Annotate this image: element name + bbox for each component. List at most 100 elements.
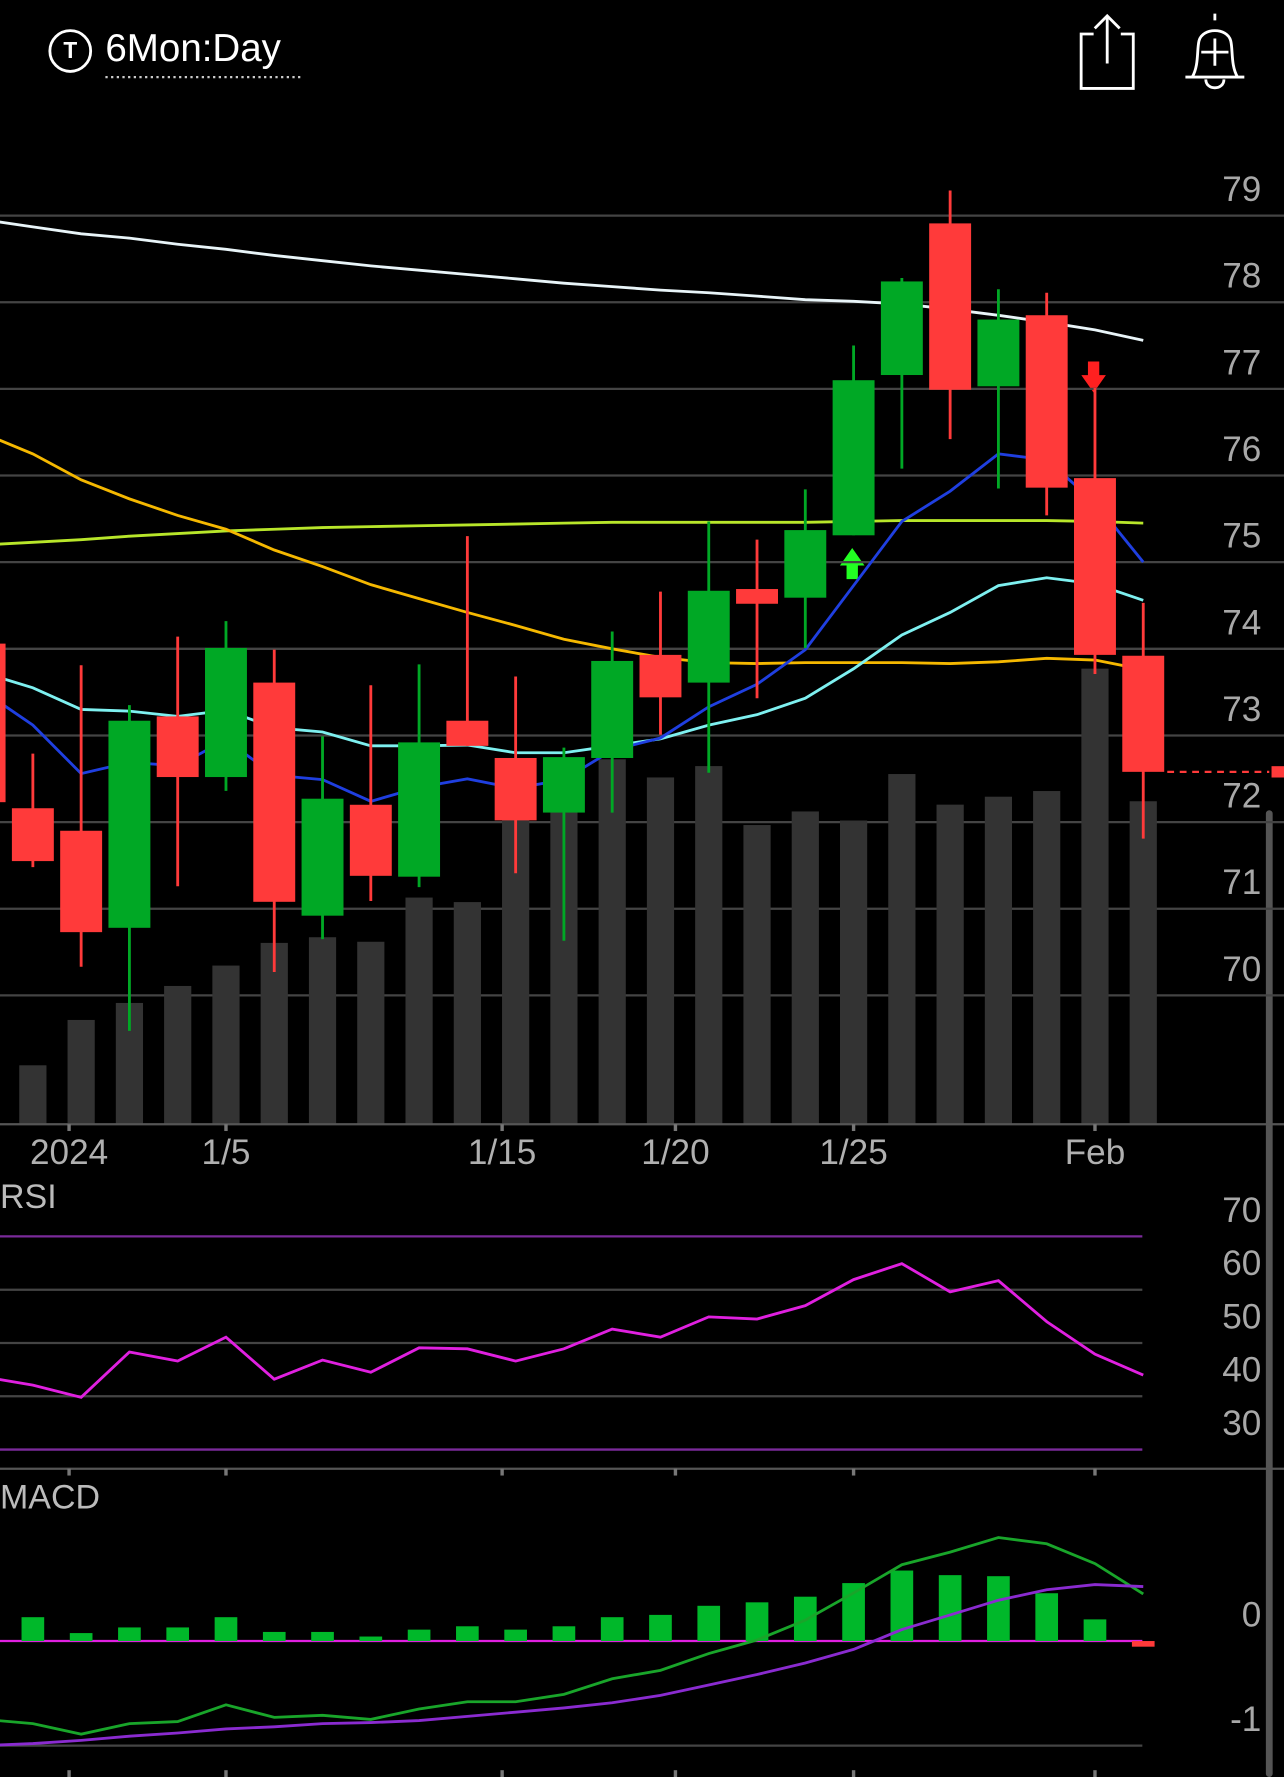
candle-body	[1025, 315, 1068, 488]
macd-histogram-bar	[311, 1631, 334, 1642]
y-tick-label: 78	[1222, 257, 1261, 296]
candle-body	[880, 281, 923, 376]
y-tick-label: 70	[1222, 950, 1261, 989]
sell-signal	[1081, 361, 1106, 393]
macd-histogram-bar	[1083, 1619, 1107, 1642]
timeframe[interactable]: 6Mon:Day	[105, 27, 281, 70]
header: T 6Mon:Day	[48, 13, 1245, 90]
volume-bar	[695, 766, 723, 1125]
volume-bar	[405, 897, 433, 1125]
macd-histogram-bar	[118, 1627, 141, 1642]
volume-bar	[19, 1065, 47, 1125]
volume-bar	[67, 1019, 95, 1125]
volume-bar	[791, 811, 819, 1125]
rsi-line	[0, 1262, 1144, 1399]
rsi-title: RSI	[0, 1178, 57, 1216]
scrollbar[interactable]	[1265, 810, 1273, 1777]
volume-bar	[984, 796, 1013, 1125]
x-tick-label: Feb	[1065, 1133, 1126, 1172]
volume-bar	[164, 985, 192, 1125]
share-button[interactable]	[1079, 13, 1135, 90]
candle-body	[60, 830, 103, 933]
volume-bar	[308, 937, 337, 1125]
macd-histogram-bar	[214, 1617, 238, 1642]
macd-histogram-bar	[600, 1617, 624, 1642]
buy-signal	[839, 547, 865, 580]
volume-bar	[1081, 668, 1109, 1125]
volume-bar	[453, 902, 481, 1125]
x-tick-label: 2024	[30, 1133, 108, 1172]
y-tick-label: 74	[1222, 603, 1261, 642]
macd-histogram-bar	[407, 1629, 431, 1642]
macd-histogram-bar	[552, 1626, 576, 1642]
macd-histogram-bar	[1035, 1593, 1059, 1642]
moving-average	[0, 220, 1144, 342]
candle-body	[494, 757, 537, 821]
macd-histogram-bar	[697, 1605, 721, 1642]
y-tick-label: 73	[1222, 690, 1261, 729]
macd-histogram-bar	[21, 1617, 45, 1642]
volume-bar	[888, 774, 916, 1125]
candle-body	[977, 319, 1020, 387]
y-tick-label: 77	[1222, 343, 1261, 382]
macd-histogram-bar	[504, 1629, 527, 1642]
moving-average	[0, 438, 1144, 671]
candle-body	[108, 720, 151, 928]
y-tick-label: 0	[1242, 1596, 1262, 1635]
volume-bar	[646, 777, 675, 1125]
candle-body	[205, 647, 247, 778]
y-tick-label: 60	[1222, 1244, 1261, 1283]
macd-title: MACD	[0, 1478, 100, 1516]
last-price-tag	[1271, 766, 1284, 778]
y-tick-label: 40	[1222, 1351, 1261, 1390]
y-tick-label: 79	[1222, 170, 1261, 209]
volume-bar	[1033, 791, 1061, 1125]
candle-body	[301, 798, 344, 916]
alert-button[interactable]	[1185, 13, 1245, 90]
macd-histogram-bar	[649, 1614, 672, 1642]
x-tick-label: 1/15	[468, 1133, 536, 1172]
y-tick-label: 30	[1222, 1404, 1261, 1443]
macd-histogram-bar	[359, 1636, 383, 1642]
macd-histogram-bar	[890, 1570, 914, 1642]
candle-body	[736, 589, 778, 604]
volume-bar	[743, 825, 771, 1125]
ticker-icon-letter: T	[63, 37, 77, 63]
volume-bar	[357, 941, 385, 1125]
macd-histogram-bar	[938, 1575, 962, 1642]
volume-bar	[1129, 801, 1157, 1125]
macd-histogram-bar	[456, 1626, 479, 1642]
candle-body	[349, 804, 392, 876]
candle-body	[929, 223, 972, 390]
y-tick-label: 76	[1222, 430, 1261, 469]
candle-body	[156, 716, 199, 778]
volume-bar	[598, 759, 626, 1125]
macd-histogram-bar	[69, 1633, 93, 1642]
candle-body	[398, 742, 441, 877]
macd-histogram-bar	[745, 1602, 769, 1642]
candle-body	[446, 720, 489, 746]
moving-average	[0, 519, 1144, 546]
candle-body	[253, 682, 296, 902]
x-tick-label: 1/20	[641, 1133, 709, 1172]
candle-body	[542, 757, 585, 813]
volume-bar	[260, 942, 288, 1125]
volume-bar	[212, 965, 240, 1125]
y-tick-label: 75	[1222, 517, 1261, 556]
x-tick-label: 1/5	[202, 1133, 251, 1172]
macd-histogram-bar	[166, 1627, 190, 1642]
y-tick-label: -1	[1230, 1700, 1261, 1739]
candle-body	[0, 643, 6, 803]
candle-body	[1122, 655, 1165, 772]
y-tick-label: 72	[1222, 777, 1261, 816]
candle-body	[591, 660, 634, 758]
ticker-icon[interactable]	[48, 29, 93, 73]
candle-body	[784, 530, 827, 598]
volume-bar	[839, 820, 868, 1125]
macd-histogram-bar	[1131, 1641, 1155, 1647]
y-tick-label: 70	[1222, 1191, 1261, 1230]
candle-body	[832, 380, 875, 536]
candle-body	[11, 808, 54, 862]
